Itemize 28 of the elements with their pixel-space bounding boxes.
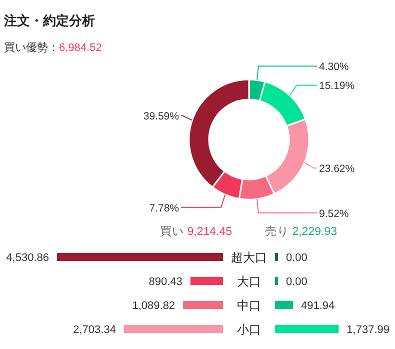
y-tick-label: 超大口	[231, 250, 267, 264]
data-label: 491.94	[301, 300, 335, 312]
data-label: 0.00	[286, 276, 308, 288]
bar	[183, 301, 223, 309]
y-tick-label: 中口	[237, 298, 261, 312]
bar	[124, 325, 223, 333]
data-label: 23.62%	[319, 163, 355, 176]
y-tick-label: 大口	[237, 274, 261, 288]
data-label: 4.30%	[319, 61, 349, 74]
series-label: 買い	[160, 225, 188, 238]
text: 売り	[265, 225, 292, 238]
text: 買い優勢：6,984.52	[4, 41, 102, 54]
data-label: 9.52%	[319, 208, 349, 220]
data-label: 2,703.34	[73, 324, 116, 336]
data-label: 4,530.86	[6, 252, 49, 264]
data-label: 7.78%	[149, 202, 179, 214]
text: 9,214.45	[187, 226, 232, 238]
data-label: 15.19%	[319, 80, 355, 92]
data-label: 39.59%	[143, 110, 179, 123]
text: 2,229.93	[292, 226, 337, 238]
chart-title: 注文・約定分析	[3, 13, 95, 28]
bar	[57, 253, 223, 261]
data-label: 1,737.99	[346, 324, 390, 336]
data-label: 0.00	[286, 252, 308, 264]
data-label: 890.43	[148, 276, 182, 288]
y-tick-label: 小口	[237, 322, 261, 336]
bar	[190, 277, 223, 285]
data-label: 1,089.82	[132, 300, 176, 312]
